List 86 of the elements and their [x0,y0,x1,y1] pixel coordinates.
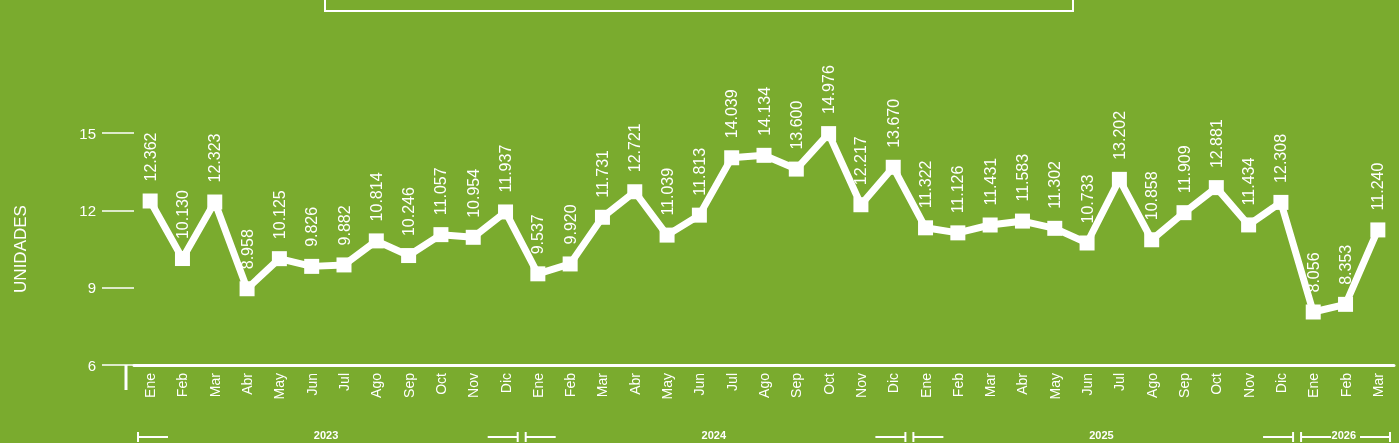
x-tick-label: Dic [885,373,902,394]
data-label: 11.057 [432,167,450,216]
x-tick-label: Feb [174,372,191,398]
data-label: 11.434 [1240,157,1258,206]
x-tick-label: Ago [756,372,772,398]
data-label: 11.731 [593,149,611,198]
data-label: 9.920 [561,204,579,245]
data-label: 8.958 [238,229,256,270]
data-label: 12.308 [1272,133,1290,183]
x-tick-label: Ago [1143,372,1160,398]
x-tick-label: Mar [206,372,223,398]
data-label: 14.039 [723,89,741,139]
x-tick-label: Ene [1305,372,1322,398]
data-label: 11.039 [658,167,676,216]
data-label: 10.733 [1078,174,1096,224]
x-tick-label: May [659,373,676,400]
x-tick-label: Nov [1240,373,1257,398]
text: 2026 [1331,428,1357,441]
x-tick-label: Jun [1079,373,1096,396]
y-tick-label: 12 [79,201,96,219]
data-label: 12.362 [141,132,159,182]
data-label: 11.126 [949,165,967,214]
data-label: 11.431 [981,157,999,206]
data-label: 14.976 [820,65,838,115]
x-tick-label: Nov [465,373,482,398]
y-tick-label: 6 [87,356,96,374]
data-label: 11.322 [917,160,935,209]
x-tick-label: Mar [982,372,999,398]
data-label: 12.881 [1207,119,1225,169]
x-tick-label: Feb [949,372,966,398]
x-tick-label: Jul [336,373,352,391]
data-label: 11.302 [1046,160,1064,209]
x-tick-label: Abr [1014,372,1031,395]
data-label: 11.583 [1013,153,1031,202]
x-tick-label: Oct [1208,372,1225,395]
data-label: 10.954 [464,168,482,218]
data-label: 11.240 [1369,162,1387,211]
x-tick-label: Ene [529,372,546,398]
y-tick-label: 9 [87,279,96,297]
data-label: 9.537 [529,214,547,255]
data-label: 8.353 [1337,244,1355,285]
data-label: 14.134 [755,86,773,136]
x-tick-label: Ago [368,372,385,398]
data-label: 11.909 [1175,145,1193,194]
data-label: 12.217 [852,136,870,186]
x-tick-label: Sep [1176,372,1192,398]
data-label: 9.882 [335,205,353,246]
x-tick-label: Abr [626,372,643,395]
data-label: 13.600 [787,100,805,150]
data-label: 11.813 [690,147,708,196]
x-tick-label: Mar [1369,372,1386,398]
x-tick-label: Oct [432,372,449,395]
x-tick-label: Dic [1272,373,1289,394]
x-tick-label: Abr [239,372,256,395]
data-label: 12.323 [206,133,224,183]
x-tick-label: Feb [562,372,579,398]
x-tick-label: Feb [1337,372,1354,398]
data-label: 9.826 [303,206,321,247]
x-tick-label: Oct [820,372,837,395]
data-label: 10.858 [1143,171,1161,221]
text: 2024 [701,428,727,441]
x-tick-label: Dic [497,373,514,394]
x-tick-label: May [271,373,288,400]
data-label: 10.130 [173,190,191,240]
data-label: 10.246 [400,187,418,237]
x-tick-label: Nov [852,373,869,398]
x-tick-label: Mar [594,372,611,398]
x-tick-label: Sep [400,372,417,398]
x-tick-label: Jun [303,373,320,396]
x-tick-label: Jul [1111,373,1128,391]
data-label: 12.721 [626,123,644,173]
x-tick-label: Jun [691,373,708,396]
x-tick-label: May [1046,373,1063,400]
data-label: 13.202 [1110,110,1128,160]
x-tick-label: Jul [723,373,740,391]
data-label: 10.814 [367,172,385,222]
x-tick-label: Ene [142,372,159,398]
data-label: 10.125 [270,190,288,240]
data-label: 13.670 [884,98,902,148]
y-axis-title: UNIDADES [11,205,30,293]
x-tick-label: Sep [788,372,805,398]
x-tick-label: Ene [917,372,934,398]
text: 2025 [1089,428,1114,441]
text: 2023 [313,428,339,441]
data-label: 11.937 [497,144,515,193]
y-tick-label: 15 [79,124,96,142]
